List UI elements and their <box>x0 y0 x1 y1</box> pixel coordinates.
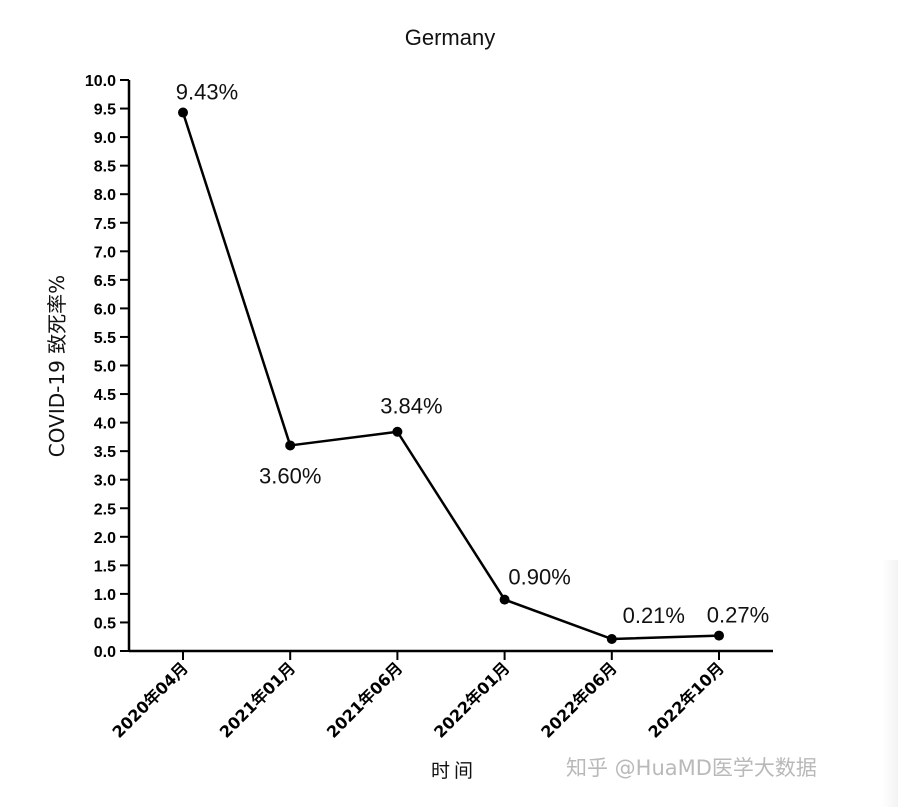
data-label: 3.60% <box>259 463 321 488</box>
y-tick-label: 2.0 <box>94 530 116 547</box>
y-tick-label: 8.0 <box>94 187 116 204</box>
data-point <box>499 594 510 605</box>
y-tick-label: 2.5 <box>94 501 116 518</box>
y-tick-label: 9.5 <box>94 102 116 119</box>
data-label: 0.21% <box>623 603 685 628</box>
data-point <box>606 634 617 645</box>
x-tick-label: 2021年06月 <box>323 658 406 741</box>
y-tick-label: 7.0 <box>94 244 116 261</box>
x-tick-label: 2022年10月 <box>645 658 728 741</box>
y-tick-label: 4.0 <box>94 416 116 433</box>
y-tick-label: 6.0 <box>94 301 116 318</box>
x-tick-label: 2022年01月 <box>430 658 513 741</box>
x-tick-label: 2021年01月 <box>216 658 299 741</box>
y-tick-label: 4.5 <box>94 387 116 404</box>
y-tick-label: 9.0 <box>94 130 116 147</box>
y-tick-label: 0.5 <box>94 615 116 632</box>
data-point <box>178 107 188 118</box>
data-label: 0.90% <box>508 565 570 590</box>
data-label: 9.43% <box>176 80 238 105</box>
x-axis: 2020年04月 2021年01月 2021年06月 2022年01月 2022年06月… <box>109 649 773 742</box>
y-tick-label: 10.0 <box>85 73 116 90</box>
y-tick-label: 1.0 <box>94 587 116 604</box>
y-axis-label: COVID-19 致死率% <box>45 275 69 457</box>
series-line-group: 9.43% 3.60% 3.84% 0.90% 0.21% 0.27% <box>176 80 769 645</box>
y-tick-label: 1.5 <box>94 558 116 575</box>
y-tick-label: 6.5 <box>94 273 116 290</box>
y-tick-label: 7.5 <box>94 216 116 233</box>
edge-shade <box>882 560 898 807</box>
data-point <box>392 426 403 437</box>
y-tick-label: 3.0 <box>94 473 116 490</box>
data-label: 0.27% <box>707 603 769 628</box>
x-tick-label: 2022年06月 <box>537 658 620 741</box>
data-point <box>285 440 296 451</box>
y-tick-label: 3.5 <box>94 444 116 461</box>
chart-title: Germany <box>405 25 495 50</box>
x-axis-label: 时间 <box>431 760 477 782</box>
y-tick-label: 8.5 <box>94 159 116 176</box>
watermark: 知乎 @HuaMD医学大数据 <box>566 756 817 780</box>
y-tick-label: 5.5 <box>94 330 116 347</box>
data-point <box>714 630 724 641</box>
series-line <box>181 112 720 641</box>
y-axis: 0.0 0.5 1.0 1.5 2.0 2.5 3.0 3.5 4.0 4.5 5.0 5.5 6.0 6… <box>85 73 131 661</box>
data-label: 3.84% <box>380 394 442 419</box>
y-tick-label: 5.0 <box>94 359 116 376</box>
x-tick-label: 2020年04月 <box>109 658 192 741</box>
y-tick-label: 0.0 <box>94 644 116 661</box>
